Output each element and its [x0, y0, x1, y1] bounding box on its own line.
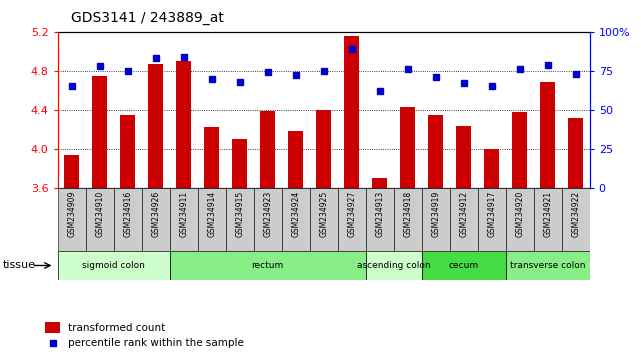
- Bar: [58, 188, 86, 251]
- Bar: [120, 115, 135, 188]
- Bar: [512, 112, 528, 188]
- Text: GSM234927: GSM234927: [347, 191, 356, 237]
- Text: ascending colon: ascending colon: [357, 261, 431, 270]
- Bar: [232, 139, 247, 188]
- Text: GSM234922: GSM234922: [571, 191, 580, 237]
- Bar: [338, 188, 366, 251]
- Bar: [428, 115, 444, 188]
- Bar: [288, 131, 303, 188]
- Text: GSM234919: GSM234919: [431, 191, 440, 237]
- Text: GSM234912: GSM234912: [459, 191, 468, 237]
- Bar: [422, 188, 450, 251]
- Text: GSM234913: GSM234913: [375, 191, 384, 237]
- Bar: [450, 188, 478, 251]
- Text: GSM234918: GSM234918: [403, 191, 412, 237]
- Bar: [534, 188, 562, 251]
- Bar: [254, 188, 281, 251]
- Bar: [316, 110, 331, 188]
- Text: cecum: cecum: [449, 261, 479, 270]
- Bar: [456, 126, 471, 188]
- Bar: [113, 188, 142, 251]
- Bar: [226, 188, 254, 251]
- Bar: [562, 188, 590, 251]
- Bar: [204, 127, 219, 188]
- Text: GSM234917: GSM234917: [487, 191, 496, 237]
- Bar: [142, 188, 170, 251]
- Text: GSM234924: GSM234924: [291, 191, 300, 237]
- Text: GSM234923: GSM234923: [263, 191, 272, 237]
- Bar: [540, 82, 555, 188]
- Text: GSM234915: GSM234915: [235, 191, 244, 237]
- Text: GSM234911: GSM234911: [179, 191, 188, 237]
- Bar: [86, 188, 113, 251]
- Text: GSM234925: GSM234925: [319, 191, 328, 237]
- Bar: [45, 322, 60, 333]
- Bar: [344, 36, 360, 188]
- Text: transformed count: transformed count: [68, 322, 165, 332]
- Bar: [478, 188, 506, 251]
- Bar: [92, 76, 108, 188]
- Bar: [394, 188, 422, 251]
- Bar: [170, 188, 197, 251]
- Bar: [372, 178, 387, 188]
- Bar: [422, 251, 506, 280]
- Bar: [170, 251, 366, 280]
- Bar: [148, 64, 163, 188]
- Bar: [568, 118, 583, 188]
- Text: percentile rank within the sample: percentile rank within the sample: [68, 338, 244, 348]
- Bar: [366, 251, 422, 280]
- Text: transverse colon: transverse colon: [510, 261, 585, 270]
- Bar: [484, 149, 499, 188]
- Bar: [281, 188, 310, 251]
- Bar: [176, 61, 192, 188]
- Bar: [64, 155, 79, 188]
- Text: GSM234920: GSM234920: [515, 191, 524, 237]
- Text: sigmoid colon: sigmoid colon: [82, 261, 145, 270]
- Text: GSM234914: GSM234914: [207, 191, 216, 237]
- Bar: [197, 188, 226, 251]
- Bar: [58, 251, 170, 280]
- Text: GSM234909: GSM234909: [67, 191, 76, 237]
- Bar: [506, 188, 534, 251]
- Text: GDS3141 / 243889_at: GDS3141 / 243889_at: [71, 11, 223, 25]
- Text: GSM234926: GSM234926: [151, 191, 160, 237]
- Text: GSM234916: GSM234916: [123, 191, 132, 237]
- Text: tissue: tissue: [3, 261, 36, 270]
- Bar: [366, 188, 394, 251]
- Bar: [400, 107, 415, 188]
- Bar: [260, 111, 276, 188]
- Bar: [506, 251, 590, 280]
- Text: rectum: rectum: [251, 261, 284, 270]
- Bar: [310, 188, 338, 251]
- Text: GSM234910: GSM234910: [96, 191, 104, 237]
- Text: GSM234921: GSM234921: [543, 191, 552, 237]
